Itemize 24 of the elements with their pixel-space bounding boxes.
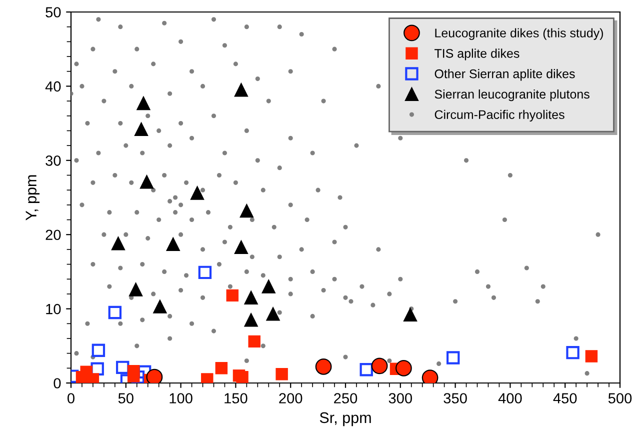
- x-tick-label: 0: [68, 393, 74, 404]
- legend-label: Other Sierran aplite dikes: [434, 69, 575, 81]
- legend-label: TIS aplite dikes: [434, 48, 520, 60]
- legend-label: Circum-Pacific rhyolites: [434, 110, 564, 122]
- x-tick-label: 500: [608, 393, 632, 404]
- x-tick-label: 250: [334, 393, 358, 404]
- y-tick-label: 10: [46, 304, 61, 314]
- x-tick-label: 150: [224, 393, 248, 404]
- y-tick-label: 30: [46, 156, 61, 166]
- x-tick-label: 200: [279, 393, 302, 404]
- x-tick-label: 400: [498, 393, 522, 404]
- y-axis-title: Y, ppm: [26, 175, 40, 220]
- x-tick-label: 50: [118, 393, 134, 404]
- y-tick-label: 20: [46, 230, 61, 240]
- legend-label: Leucogranite dikes (this study): [435, 28, 603, 40]
- y-tick-label: 40: [45, 81, 61, 92]
- legend-label: Sierran leucogranite plutons: [434, 89, 590, 102]
- y-tick-label: 50: [46, 7, 61, 18]
- x-tick-label: 350: [444, 393, 467, 404]
- y-tick-label: 0: [54, 378, 61, 388]
- x-tick-label: 300: [388, 393, 412, 404]
- x-tick-label: 450: [553, 393, 577, 404]
- x-tick-label: 100: [170, 393, 192, 404]
- x-axis-title: Sr, ppm: [320, 412, 371, 426]
